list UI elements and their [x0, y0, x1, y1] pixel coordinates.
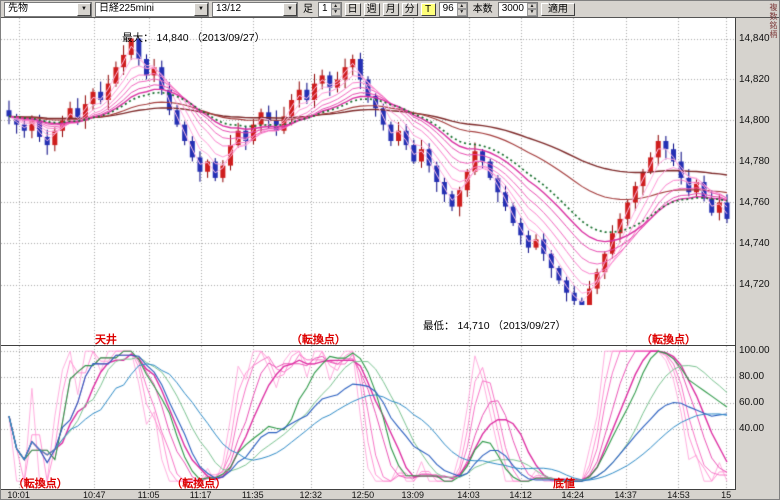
symbol-value: 日経225mini: [99, 3, 155, 14]
oscillator-tick-label: 60.00: [739, 397, 765, 409]
time-tick-label: 11:17: [189, 490, 212, 500]
time-tick-label: 14:37: [614, 490, 637, 500]
oscillator-tick-label: 80.00: [739, 371, 765, 383]
stochastic-chart-panel[interactable]: [1, 346, 735, 490]
time-tick-label: 11:05: [137, 490, 160, 500]
apply-button[interactable]: 適用: [540, 2, 575, 16]
spinner-arrows-icon[interactable]: ▲ ▼: [330, 2, 341, 16]
chevron-down-icon[interactable]: ▼: [77, 2, 91, 16]
time-tick-label: 14:24: [561, 490, 585, 500]
category-value: 先物: [8, 3, 28, 14]
period-stepper[interactable]: 96 ▲ ▼: [438, 1, 468, 17]
category-select[interactable]: 先物 ▼: [4, 1, 92, 17]
ashi-label: 足: [303, 3, 313, 15]
multi-symbol-tab[interactable]: 複数銘柄: [769, 3, 778, 39]
chevron-down-icon[interactable]: ▼: [194, 2, 208, 16]
time-tick-label: 13:09: [401, 490, 425, 500]
time-tick-label: 10:47: [82, 490, 106, 500]
week-button[interactable]: 週: [363, 2, 380, 16]
time-tick-label: 14:12: [509, 490, 532, 500]
price-tick-label: 14,800: [739, 114, 770, 126]
month-button[interactable]: 月: [382, 2, 399, 16]
price-tick-label: 14,720: [739, 278, 770, 290]
price-tick-label: 14,780: [739, 155, 770, 167]
period-value: 96: [442, 2, 454, 14]
interval-value: 1: [322, 2, 328, 14]
time-tick-label: 15: [721, 490, 732, 500]
oscillator-tick-label: 100.00: [739, 345, 770, 357]
oscillator-tick-label: 40.00: [739, 423, 765, 435]
oscillator-chart-canvas[interactable]: [1, 346, 735, 489]
minute-button[interactable]: 分: [401, 2, 418, 16]
toolbar: 先物 ▼ 日経225mini ▼ 13/12 ▼ 足 1 ▲ ▼ 日 週 月 分 …: [1, 1, 779, 18]
price-tick-label: 14,760: [739, 196, 770, 208]
interval-stepper[interactable]: 1 ▲ ▼: [318, 1, 342, 17]
time-tick-label: 10:01: [7, 490, 30, 500]
contract-month-select[interactable]: 13/12 ▼: [212, 1, 298, 17]
bars-value: 3000: [501, 2, 524, 14]
spinner-arrows-icon[interactable]: ▲ ▼: [526, 2, 537, 16]
price-tick-label: 14,820: [739, 73, 770, 85]
time-tick-label: 12:50: [351, 490, 375, 500]
price-tick-label: 14,740: [739, 237, 770, 249]
contract-value: 13/12: [216, 3, 242, 14]
tick-button[interactable]: T: [420, 2, 436, 16]
symbol-select[interactable]: 日経225mini ▼: [95, 1, 209, 17]
time-tick-label: 12:32: [299, 490, 322, 500]
time-tick-label: 14:53: [667, 490, 690, 500]
oscillator-axis: 100.00 80.00 60.00 40.00: [735, 345, 779, 490]
price-chart-panel[interactable]: [1, 18, 735, 346]
bars-stepper[interactable]: 3000 ▲ ▼: [497, 1, 538, 17]
bars-label: 本数: [472, 3, 493, 15]
price-tick-label: 14,840: [739, 32, 770, 44]
time-tick-label: 14:03: [457, 490, 480, 500]
chevron-down-icon[interactable]: ▼: [283, 2, 297, 16]
time-axis: 10:01 10:47 11:05 11:17 11:35 12:32 12:50 13:09…: [1, 490, 779, 500]
time-tick-label: 11:35: [241, 490, 264, 500]
candlestick-chart-canvas[interactable]: [1, 18, 735, 345]
price-axis: 14,840 14,820 14,800 14,780 14,760 14,740 14,7…: [735, 18, 779, 346]
spinner-arrows-icon[interactable]: ▲ ▼: [456, 2, 467, 16]
day-button[interactable]: 日: [344, 2, 361, 16]
